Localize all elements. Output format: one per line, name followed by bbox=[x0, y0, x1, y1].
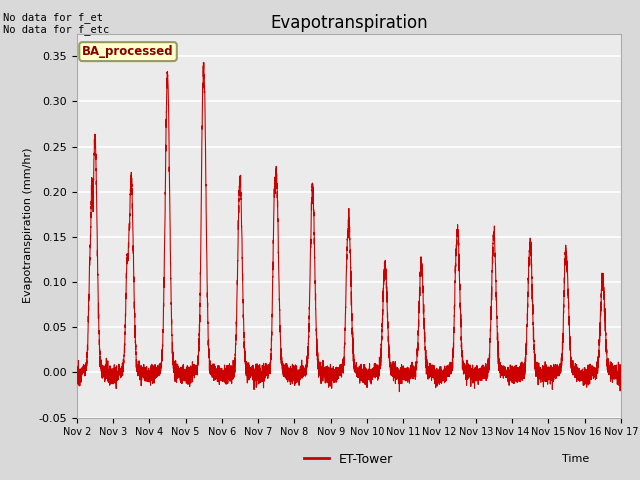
Text: BA_processed: BA_processed bbox=[82, 45, 174, 58]
Title: Evapotranspiration: Evapotranspiration bbox=[270, 14, 428, 32]
Text: Time: Time bbox=[561, 454, 589, 464]
Y-axis label: Evapotranspiration (mm/hr): Evapotranspiration (mm/hr) bbox=[23, 148, 33, 303]
Legend: ET-Tower: ET-Tower bbox=[299, 448, 399, 471]
Text: No data for f_et
No data for f_etc: No data for f_et No data for f_etc bbox=[3, 12, 109, 36]
